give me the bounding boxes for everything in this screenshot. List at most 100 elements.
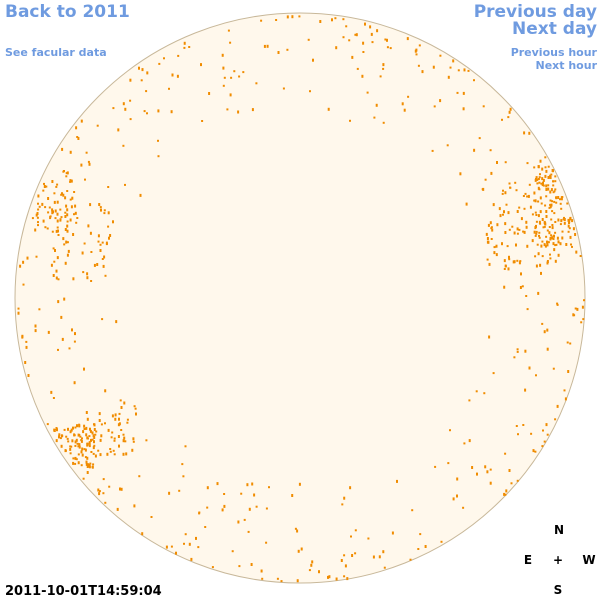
- facula: [452, 497, 455, 501]
- facula: [524, 388, 527, 392]
- next-day-link[interactable]: Next day: [512, 19, 597, 39]
- facula: [545, 169, 548, 173]
- facula: [549, 238, 552, 241]
- facula: [504, 222, 507, 226]
- facula: [93, 444, 96, 447]
- facula: [52, 247, 55, 250]
- facula: [36, 212, 39, 215]
- facula: [533, 199, 536, 202]
- facula: [297, 549, 300, 553]
- facula: [543, 221, 546, 225]
- facula: [478, 137, 481, 140]
- facula: [407, 95, 410, 98]
- facula: [340, 559, 343, 562]
- facula: [534, 178, 537, 182]
- facula: [55, 427, 58, 430]
- next-hour-link[interactable]: Next hour: [536, 59, 598, 72]
- facula: [116, 507, 119, 511]
- previous-hour-link[interactable]: Previous hour: [511, 46, 598, 59]
- facula: [530, 432, 533, 435]
- facula: [126, 418, 129, 421]
- facula: [53, 428, 56, 432]
- facula: [452, 59, 455, 63]
- facula: [495, 244, 498, 248]
- facula: [82, 271, 85, 274]
- facula: [343, 496, 346, 500]
- facula: [490, 238, 493, 240]
- facula: [143, 110, 146, 113]
- facula: [545, 210, 548, 213]
- facula: [98, 490, 101, 493]
- facula: [308, 569, 311, 572]
- facula: [557, 240, 560, 244]
- facula: [456, 477, 459, 481]
- facula: [523, 207, 526, 210]
- back-link[interactable]: Back to 2011: [5, 2, 130, 22]
- facula: [109, 234, 112, 237]
- facula: [64, 215, 67, 218]
- facula: [516, 210, 519, 213]
- facula: [579, 255, 582, 257]
- facula: [542, 178, 545, 182]
- facula: [576, 307, 579, 311]
- facula: [84, 448, 87, 452]
- facula: [83, 424, 86, 428]
- facula: [372, 555, 375, 559]
- facula: [354, 529, 357, 532]
- facula: [93, 428, 96, 431]
- facula: [419, 533, 422, 536]
- facula: [546, 243, 549, 247]
- facula: [468, 439, 471, 443]
- facula: [531, 213, 534, 216]
- facula: [54, 217, 57, 220]
- facula: [84, 178, 86, 181]
- facula: [146, 71, 149, 75]
- facula: [268, 486, 270, 489]
- facula: [291, 15, 294, 19]
- facula: [535, 264, 538, 268]
- facula: [62, 193, 65, 197]
- facula: [541, 445, 544, 448]
- facula: [546, 240, 548, 244]
- facula: [76, 424, 78, 428]
- facula: [80, 439, 83, 442]
- facula: [298, 15, 301, 18]
- facula: [509, 186, 512, 189]
- facula: [549, 203, 552, 206]
- facula: [69, 150, 72, 154]
- facula: [551, 224, 554, 226]
- facula: [119, 487, 121, 491]
- facula: [335, 577, 338, 581]
- facula: [277, 51, 280, 54]
- facula: [501, 192, 504, 195]
- facula: [534, 255, 537, 258]
- facula: [112, 107, 115, 110]
- facula: [34, 228, 37, 232]
- facula: [56, 212, 59, 216]
- facula: [516, 259, 519, 262]
- facula: [280, 580, 283, 583]
- facula: [113, 453, 116, 456]
- facula: [240, 492, 243, 495]
- facula: [25, 340, 28, 343]
- facula: [57, 348, 59, 351]
- facula: [60, 315, 63, 319]
- facula: [367, 537, 370, 540]
- facula: [349, 119, 351, 122]
- facula: [171, 73, 174, 77]
- facula: [463, 68, 466, 72]
- facula: [342, 18, 345, 21]
- facula: [204, 526, 207, 528]
- facula: [434, 465, 437, 468]
- facula: [229, 93, 232, 97]
- facula: [69, 218, 72, 222]
- facula: [76, 136, 79, 138]
- facula: [549, 253, 551, 256]
- facula: [511, 225, 514, 228]
- facula: [92, 452, 95, 455]
- facular-link[interactable]: See facular data: [5, 46, 107, 59]
- previous-day-link[interactable]: Previous day: [474, 2, 597, 22]
- facula: [43, 182, 45, 185]
- facula: [66, 229, 69, 233]
